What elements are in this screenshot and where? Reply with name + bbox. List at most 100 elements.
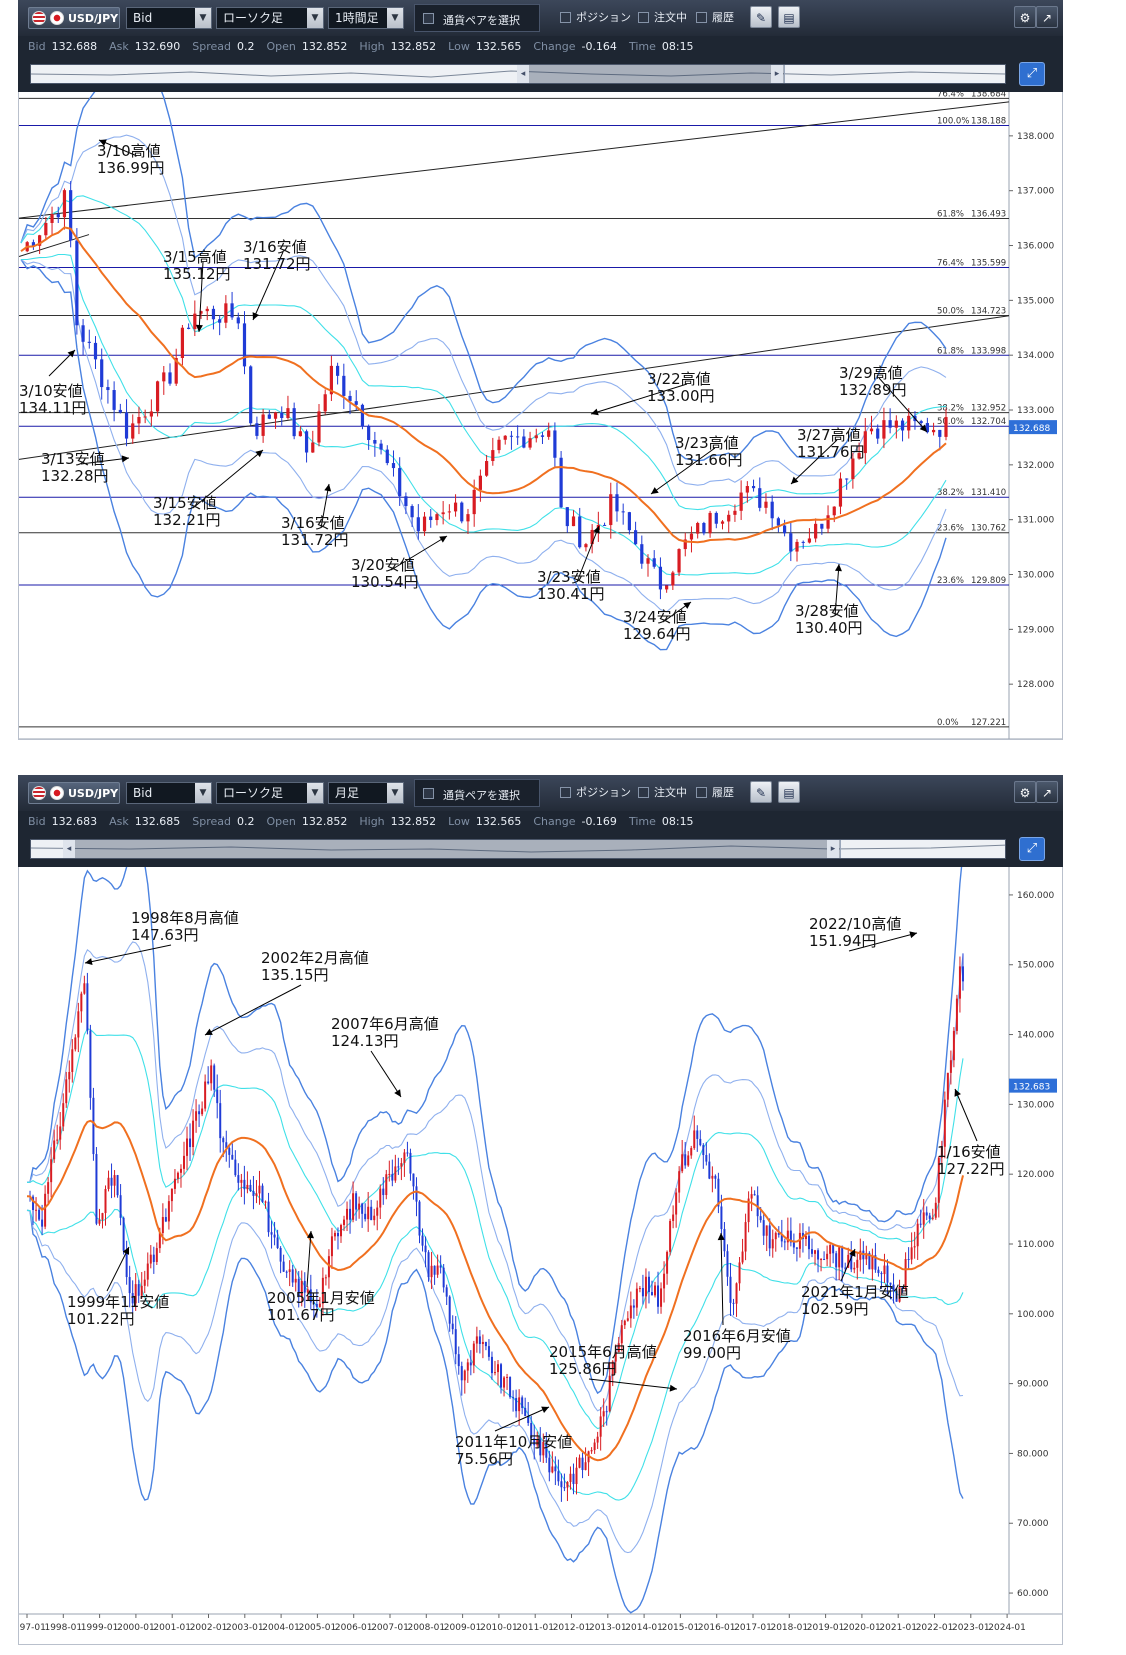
x-tick-label: 2014-01 — [625, 1623, 663, 1633]
annotation-value: 130.41円 — [537, 585, 605, 603]
popout-icon[interactable]: ↗ — [1036, 6, 1058, 28]
navigator-window[interactable] — [517, 65, 785, 83]
history-checkbox[interactable] — [696, 787, 707, 798]
navigator-window[interactable] — [63, 840, 841, 858]
candle-body — [925, 1212, 928, 1216]
resize-icon[interactable]: ⤢ — [1019, 62, 1045, 86]
candle-body — [708, 1161, 711, 1179]
hourly-chart-area[interactable]: 128.000 129.000 130.000 131.000 132.000 133.0… — [18, 53, 1063, 758]
candle-body — [134, 1284, 137, 1304]
monthly-candlestick-chart[interactable]: 60.000 70.000 80.000 90.000 100.000 110.000 12… — [8, 842, 1062, 1644]
candle-body — [50, 1159, 53, 1183]
resize-icon[interactable]: ⤢ — [1019, 837, 1045, 861]
timeframe-select[interactable]: 1時間足 ▼ — [328, 7, 404, 29]
candle-body — [267, 414, 271, 419]
candle-body — [427, 1252, 430, 1278]
candle-body — [503, 1377, 506, 1388]
y-tick-label: 135.000 — [1017, 296, 1054, 306]
layout-tool-button[interactable]: ▤ — [778, 6, 800, 28]
position-label: ポジション — [576, 786, 631, 799]
annotation-value: 136.99円 — [97, 159, 165, 177]
candle-body — [143, 416, 147, 418]
bollinger-upper-band — [26, 842, 964, 1395]
jp-flag-icon — [50, 11, 64, 25]
candle-body — [739, 492, 743, 511]
orders-checkbox[interactable] — [638, 787, 649, 798]
candle-body — [222, 1138, 225, 1143]
x-tick-label: 2001-01 — [153, 1623, 191, 1633]
pair-select-button[interactable]: 通貨ペアを選択 — [414, 4, 540, 32]
candle-body — [928, 1215, 931, 1219]
navigator-left-handle[interactable]: ◂ — [63, 840, 75, 858]
candle-body — [83, 983, 86, 994]
candle-body — [545, 1442, 548, 1458]
candle-body — [445, 1287, 448, 1297]
candle-body — [943, 1099, 946, 1147]
gear-icon[interactable]: ⚙ — [1014, 6, 1036, 28]
annotation-arrowhead — [122, 1247, 129, 1255]
annotation-arrowhead — [651, 487, 659, 494]
fib-level-pct: 61.8% — [937, 209, 964, 219]
candle-body — [403, 1152, 406, 1164]
navigator-track[interactable]: ◂ ▸ — [30, 64, 1006, 84]
candle-body — [158, 1232, 161, 1249]
currency-pair-badge[interactable]: USD/JPY — [28, 7, 120, 29]
chart-navigator: ◂ ▸ ⤢ — [18, 831, 1063, 867]
pair-select-checkbox[interactable] — [423, 788, 434, 799]
monthly-chart-panel: USD/JPY Bid ▼ ローソク足 ▼ 月足 ▼ 通貨ペアを選択 ポジション… — [8, 775, 1063, 1645]
position-checkbox[interactable] — [560, 787, 571, 798]
navigator-right-handle[interactable]: ▸ — [771, 65, 783, 83]
candle-body — [741, 1251, 744, 1263]
x-tick-label: 2004-01 — [262, 1623, 300, 1633]
candle-body — [454, 1329, 457, 1355]
fib-level-value: 135.599 — [971, 259, 1006, 269]
price-type-select[interactable]: Bid ▼ — [126, 782, 212, 804]
candle-body — [460, 502, 464, 522]
position-checkbox[interactable] — [560, 12, 571, 23]
candle-body — [681, 1154, 684, 1172]
candle-body — [101, 1213, 104, 1220]
candle-body — [609, 494, 613, 526]
navigator-sparkline — [31, 70, 1005, 78]
candle-body — [98, 1219, 101, 1224]
monthly-chart-area[interactable]: 60.000 70.000 80.000 90.000 100.000 110.000 12… — [8, 842, 1063, 1645]
price-type-select[interactable]: Bid ▼ — [126, 7, 212, 29]
chart-type-select[interactable]: ローソク足 ▼ — [216, 7, 324, 29]
candle-body — [795, 1247, 798, 1249]
candle-body — [699, 1138, 702, 1146]
moving-average-line — [20, 226, 947, 544]
candle-body — [883, 1265, 886, 1275]
pair-select-button[interactable]: 通貨ペアを選択 — [414, 779, 540, 807]
candle-body — [44, 1193, 47, 1227]
candle-body — [602, 524, 607, 526]
y-tick-label: 136.000 — [1017, 242, 1054, 252]
candle-body — [364, 1213, 367, 1220]
candle-body — [708, 512, 712, 534]
annotation-leader — [84, 944, 172, 964]
gear-icon[interactable]: ⚙ — [1014, 781, 1036, 803]
candle-body — [297, 1278, 300, 1297]
annotation-value: 101.22円 — [67, 1310, 135, 1328]
annotation-label: 3/13安値 — [41, 450, 105, 468]
draw-tool-button[interactable]: ✎ — [750, 6, 772, 28]
currency-pair-badge[interactable]: USD/JPY — [28, 782, 120, 804]
hourly-candlestick-chart[interactable]: 128.000 129.000 130.000 131.000 132.000 133.0… — [18, 53, 1062, 758]
annotation-value: 75.56円 — [455, 1450, 513, 1468]
navigator-track[interactable]: ◂ ▸ — [30, 839, 1006, 859]
layout-tool-button[interactable]: ▤ — [778, 781, 800, 803]
annotation-label: 3/16安値 — [243, 238, 307, 256]
candle-body — [768, 1225, 771, 1249]
pair-select-checkbox[interactable] — [423, 13, 434, 24]
candle-body — [820, 1259, 823, 1261]
timeframe-select[interactable]: 月足 ▼ — [328, 782, 404, 804]
navigator-left-handle[interactable]: ◂ — [517, 65, 529, 83]
annotation-value: 99.00円 — [683, 1344, 741, 1362]
popout-icon[interactable]: ↗ — [1036, 781, 1058, 803]
history-checkbox[interactable] — [696, 12, 707, 23]
annotation-label: 3/20安値 — [351, 556, 415, 574]
navigator-right-handle[interactable]: ▸ — [827, 840, 839, 858]
change-value: -0.164 — [581, 39, 617, 53]
draw-tool-button[interactable]: ✎ — [750, 781, 772, 803]
chart-type-select[interactable]: ローソク足 ▼ — [216, 782, 324, 804]
orders-checkbox[interactable] — [638, 12, 649, 23]
